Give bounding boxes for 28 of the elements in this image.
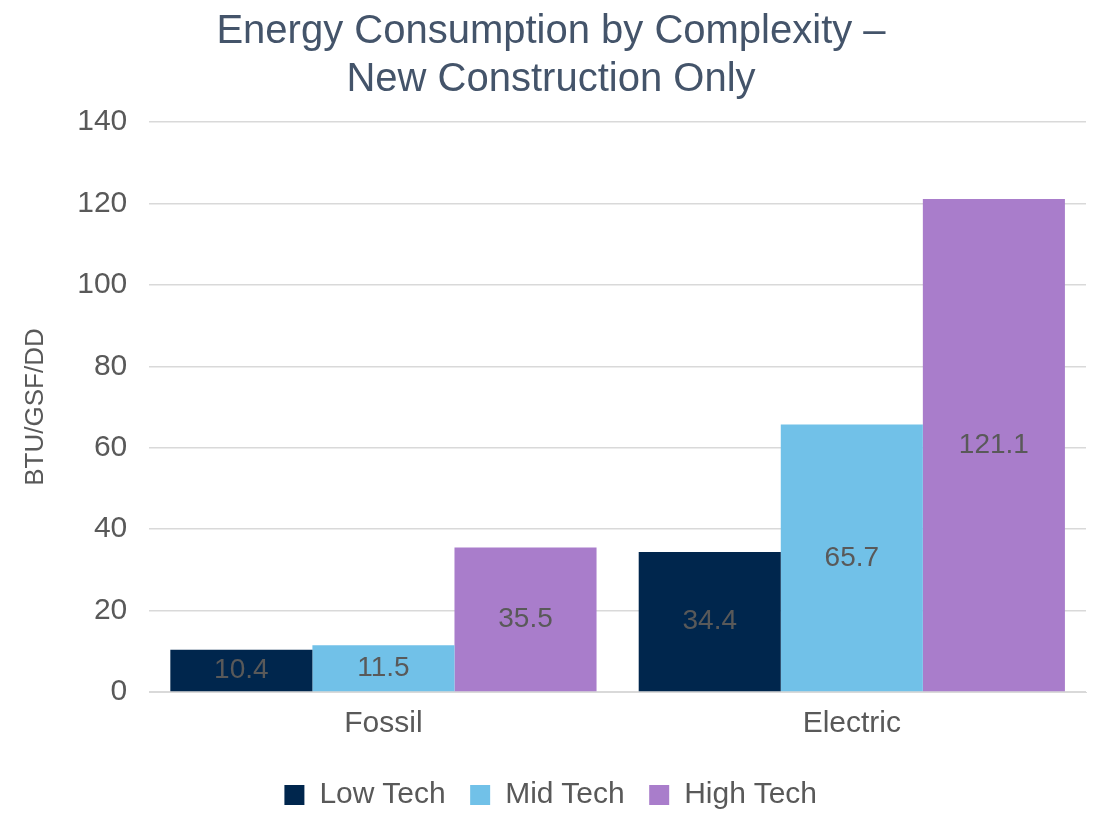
bar <box>170 649 313 692</box>
data-label: 11.5 <box>357 650 410 682</box>
y-tick-label: 20 <box>93 591 128 625</box>
text: Energy Consumption by Complexity – <box>216 7 886 52</box>
bar <box>922 198 1065 692</box>
legend-label: Mid Tech <box>505 776 625 810</box>
data-label: 65.7 <box>824 540 880 572</box>
y-tick-label: 80 <box>93 347 128 381</box>
x-tick-label: Fossil <box>344 705 423 739</box>
data-label: 10.4 <box>214 653 269 685</box>
legend-label: Low Tech <box>319 776 446 810</box>
data-label: 34.4 <box>682 604 737 636</box>
bar <box>780 424 923 692</box>
bar <box>638 551 781 692</box>
y-tick-label: 0 <box>110 673 128 707</box>
x-tick-label: Electric <box>802 705 901 739</box>
bar <box>454 547 597 692</box>
legend-label: High Tech <box>684 776 818 810</box>
bar <box>312 645 455 692</box>
y-tick-label: 120 <box>77 184 128 218</box>
y-tick-label: 40 <box>93 510 128 544</box>
data-label: 35.5 <box>498 602 553 634</box>
y-axis-title: BTU/GSF/DD <box>18 328 49 486</box>
text: New Construction Only <box>346 55 756 100</box>
y-tick-label: 60 <box>93 428 128 462</box>
data-label: 121.1 <box>958 427 1029 459</box>
y-tick-label: 140 <box>77 103 128 137</box>
y-tick-label: 100 <box>77 266 128 300</box>
